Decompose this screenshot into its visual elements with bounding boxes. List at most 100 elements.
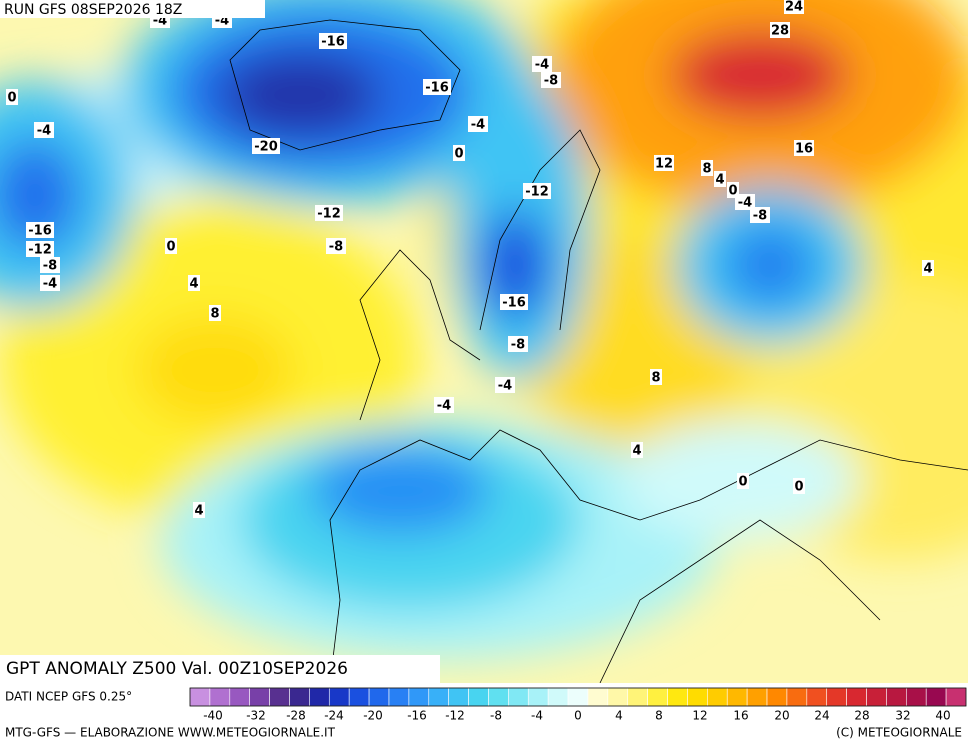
label-box (654, 155, 674, 171)
colorbar-tick-label: -40 (203, 709, 223, 723)
contour-label: -4 (471, 118, 485, 133)
colorbar-tick-label: 8 (655, 709, 663, 723)
colorbar-tick-label: 20 (774, 709, 789, 723)
colorbar-swatch (488, 687, 509, 707)
run-title: RUN GFS 08SEP2026 18Z (4, 2, 182, 18)
contour-label: -8 (753, 209, 767, 224)
colorbar-swatch (348, 687, 370, 707)
label-box (714, 171, 726, 187)
colorbar-swatch (906, 687, 927, 707)
colorbar-swatch (945, 687, 967, 707)
contour-label: 24 (785, 0, 803, 15)
map: -4 -4-16-16-20-40-12-80-4-16-12-8-4048424… (0, 0, 968, 683)
contour-label: 0 (738, 475, 747, 490)
contour-label: 0 (794, 480, 803, 495)
data-source: DATI NCEP GFS 0.25° (5, 690, 132, 704)
colorbar-swatch (448, 687, 469, 707)
colorbar-tick-label: 12 (692, 709, 707, 723)
contour-label: -16 (28, 224, 52, 239)
contour-label: 4 (632, 444, 641, 459)
label-box (34, 122, 54, 138)
colorbar-tick-label: 24 (814, 709, 829, 723)
colorbar-swatch (726, 687, 748, 707)
contour-label: -16 (321, 35, 345, 50)
contour-label: -20 (254, 140, 278, 155)
colorbar-swatch (667, 687, 688, 707)
colorbar-tick-label: -32 (246, 709, 266, 723)
label-box (750, 207, 770, 223)
label-box (631, 442, 643, 458)
label-box (453, 145, 465, 161)
contour-label: 0 (728, 184, 737, 199)
colorbar-tick-label: 32 (895, 709, 910, 723)
contour-label: -4 (437, 399, 451, 414)
colorbar-swatch (587, 687, 609, 707)
colorbar-tick-label: 40 (935, 709, 950, 723)
colorbar-tick-label: 0 (574, 709, 582, 723)
contour-label: 8 (702, 162, 711, 177)
label-box (737, 473, 749, 489)
contour-label: -4 (43, 277, 57, 292)
colorbar-tick-label: -12 (445, 709, 465, 723)
colorbar-swatch (826, 687, 847, 707)
label-box (252, 138, 280, 154)
colorbar-tick-label: -28 (286, 709, 306, 723)
contour-label: -8 (544, 74, 558, 89)
colorbar-swatch (249, 687, 270, 707)
colorbar-tick-label: -24 (324, 709, 344, 723)
label-box (319, 33, 347, 49)
contour-label: 4 (715, 173, 724, 188)
contour-label: 28 (771, 24, 789, 39)
colorbar-swatch (707, 687, 728, 707)
label-box (40, 257, 60, 273)
label-box (423, 79, 451, 95)
colorbar-swatch (746, 687, 768, 707)
colorbar-swatch (189, 687, 211, 707)
contour-label: -4 (498, 379, 512, 394)
colorbar-swatch (627, 687, 648, 707)
colorbar-tick-label: -20 (363, 709, 383, 723)
colorbar-swatch (567, 687, 589, 707)
colorbar-tick-label: -4 (531, 709, 543, 723)
label-box (532, 56, 552, 72)
colorbar-swatch (766, 687, 788, 707)
label-box (468, 116, 488, 132)
colorbar-swatch (368, 687, 390, 707)
label-box (40, 275, 60, 291)
colorbar-swatch (388, 687, 410, 707)
contour-label: -8 (511, 338, 525, 353)
label-box (434, 397, 454, 413)
colorbar-swatch (269, 687, 290, 707)
contour-label: -4 (738, 196, 752, 211)
contour-label: 4 (923, 262, 932, 277)
label-box (794, 140, 814, 156)
contour-label: -12 (317, 207, 341, 222)
colorbar-tick-label: 28 (854, 709, 869, 723)
colorbar-swatch (527, 687, 549, 707)
label-box (770, 22, 790, 38)
label-box (508, 336, 528, 352)
label-box (523, 183, 551, 199)
contour-label: 4 (189, 277, 198, 292)
caption-title: GPT ANOMALY Z500 Val. 00Z10SEP2026 (6, 659, 348, 679)
label-box (326, 238, 346, 254)
label-box (495, 377, 515, 393)
contour-label: 0 (7, 91, 16, 106)
colorbar-swatch (925, 687, 947, 707)
colorbar-tick-label: -16 (407, 709, 427, 723)
colorbar-swatch (687, 687, 708, 707)
label-box (735, 194, 755, 210)
contour-label: 12 (655, 157, 673, 172)
colorbar-swatch (209, 687, 231, 707)
contour-label: -8 (329, 240, 343, 255)
copyright: (C) METEOGIORNALE (836, 726, 962, 740)
colorbar-swatch (408, 687, 430, 707)
colorbar-swatch (607, 687, 629, 707)
contour-label: 8 (210, 307, 219, 322)
label-box (209, 305, 221, 321)
colorbar-swatch (328, 687, 350, 707)
colorbar-tick-label: 16 (733, 709, 748, 723)
label-box (650, 369, 662, 385)
credit: MTG-GFS — ELABORAZIONE WWW.METEOGIORNALE… (5, 726, 336, 740)
